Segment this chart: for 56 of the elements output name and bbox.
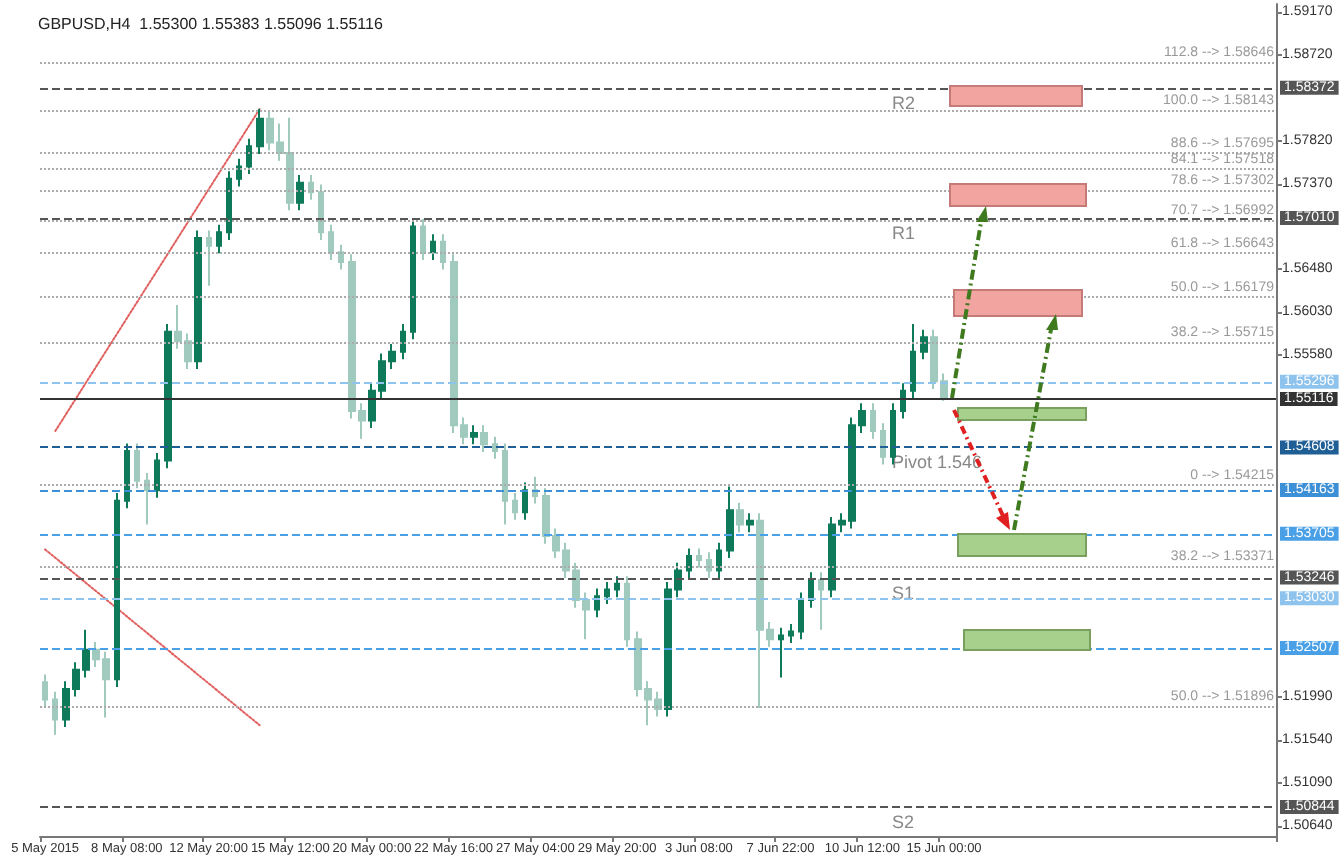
candlestick xyxy=(124,442,130,510)
candlestick xyxy=(144,472,150,526)
candlestick xyxy=(318,183,324,241)
candlestick xyxy=(328,223,334,261)
candlestick xyxy=(502,442,508,526)
candlestick xyxy=(686,547,692,580)
candlestick xyxy=(52,690,58,736)
candlestick xyxy=(308,173,314,201)
candlestick xyxy=(430,233,436,261)
candlestick xyxy=(492,435,498,460)
candlestick xyxy=(236,157,242,188)
candlestick xyxy=(798,591,804,641)
candlestick xyxy=(246,137,252,176)
candlestick xyxy=(920,328,928,361)
candlestick xyxy=(400,323,406,361)
candlestick xyxy=(134,442,140,490)
candlestick xyxy=(216,223,222,255)
candlestick xyxy=(256,108,264,155)
candlestick xyxy=(736,501,744,534)
candlestick xyxy=(624,575,630,648)
candlestick xyxy=(338,243,344,271)
candlestick xyxy=(746,512,754,534)
candlestick xyxy=(778,626,784,679)
candlestick xyxy=(696,547,702,569)
candlestick xyxy=(726,485,734,560)
candlestick xyxy=(154,451,160,499)
candlestick xyxy=(226,170,232,241)
candlestick xyxy=(522,481,528,521)
candlestick xyxy=(296,173,304,212)
candlestick xyxy=(706,551,712,580)
annotation: R1 xyxy=(892,222,916,243)
annotation: S2 xyxy=(892,811,915,832)
candlestick xyxy=(42,673,48,709)
candlestick xyxy=(870,402,876,440)
candlestick xyxy=(114,492,120,688)
candlestick xyxy=(420,217,426,261)
candlestick xyxy=(890,402,896,466)
candlestick xyxy=(818,571,824,631)
candlestick xyxy=(910,323,916,400)
candlestick xyxy=(470,424,478,446)
candlestick xyxy=(880,422,886,466)
candlestick xyxy=(206,229,212,287)
candlestick xyxy=(604,580,610,605)
candlestick xyxy=(788,622,794,645)
candlestick xyxy=(410,217,416,341)
candlestick xyxy=(594,587,600,619)
text: GBPUSD,H4 1.55300 1.55383 1.55096 1.55116 xyxy=(38,15,384,33)
candlestick xyxy=(440,233,446,271)
candlestick xyxy=(716,541,722,580)
candlestick xyxy=(480,424,488,453)
candlestick xyxy=(614,575,620,599)
candlestick xyxy=(512,492,518,521)
candlestick xyxy=(164,323,172,470)
candlestick xyxy=(808,571,814,609)
annotation: R2 xyxy=(892,92,916,113)
candlestick xyxy=(194,229,202,370)
